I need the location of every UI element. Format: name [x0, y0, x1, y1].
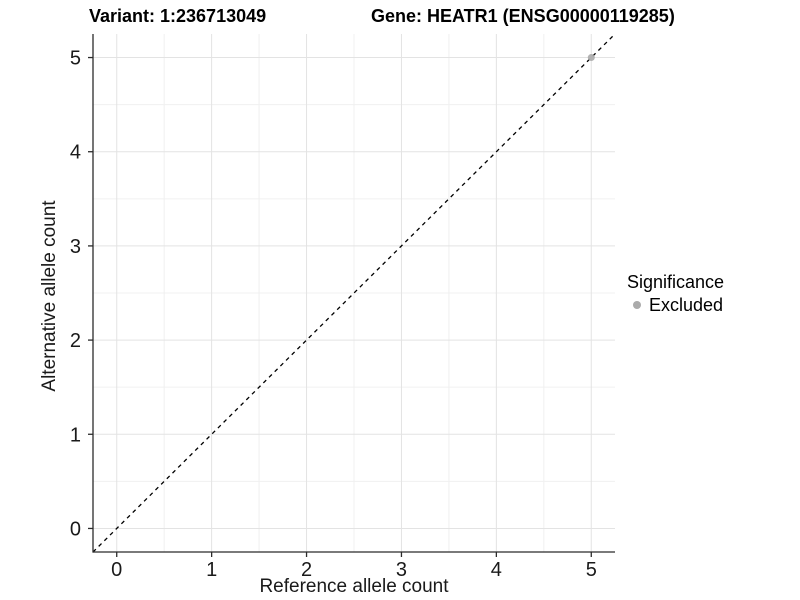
plot-title-gene: Gene: HEATR1 (ENSG00000119285)	[371, 6, 675, 26]
legend-item-label: Excluded	[649, 295, 724, 315]
legend-item-excluded: Excluded	[633, 294, 724, 316]
x-tick-label: 1	[206, 559, 217, 581]
y-tick-label: 3	[70, 236, 81, 258]
legend-title: Significance	[627, 272, 725, 292]
data-point-excluded	[587, 54, 595, 62]
x-tick-label: 0	[111, 559, 122, 581]
x-tick-label: 2	[301, 559, 312, 581]
x-tick-label: 3	[396, 559, 407, 581]
plot-title-variant: Variant: 1:236713049	[89, 6, 267, 26]
identity-dashed-line	[92, 33, 616, 553]
y-tick-label: 4	[70, 142, 81, 164]
x-tick-label: 4	[491, 559, 502, 581]
legend: Significance Excluded	[625, 271, 724, 316]
y-tick-label: 1	[70, 424, 81, 446]
y-tick-label: 5	[70, 48, 81, 70]
y-tick-label: 2	[70, 330, 81, 352]
y-axis-title: Alternative allele count	[39, 200, 60, 392]
excluded-point-icon	[633, 301, 641, 309]
x-tick-label: 5	[586, 559, 597, 581]
x-axis-title: Reference allele count	[259, 576, 449, 597]
y-tick-label: 0	[70, 518, 81, 540]
